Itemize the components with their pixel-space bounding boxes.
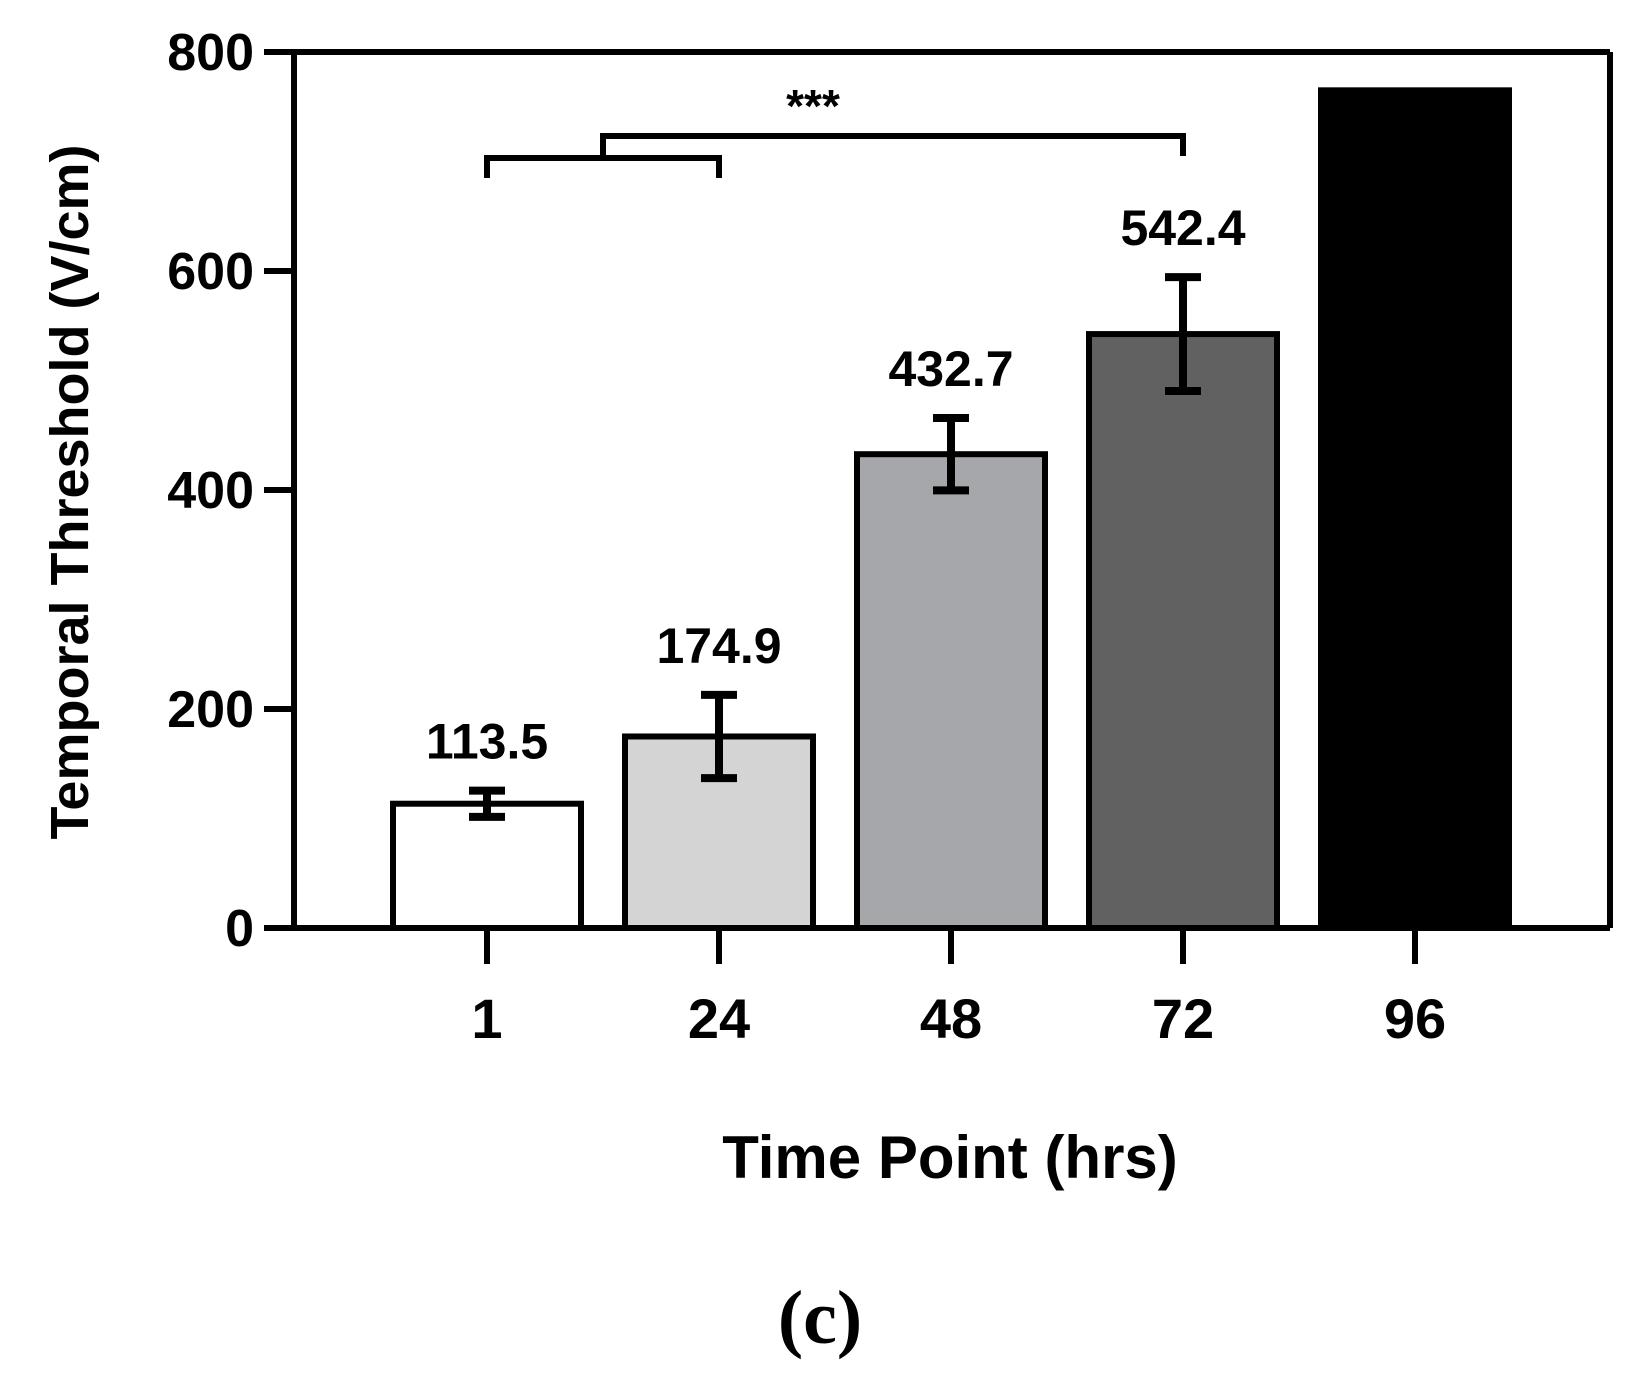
data-label-48: 432.7	[888, 341, 1013, 397]
bar-1	[390, 800, 584, 932]
bar-72	[1086, 331, 1280, 931]
y-tick-label-200: 200	[167, 681, 254, 739]
bar-48	[854, 451, 1048, 931]
significance-layer: ***	[484, 80, 1186, 178]
bar-chart-svg: 0 200 400 600 800 1 24 48 72 96 113.5 174.9 432.7 542…	[40, 24, 1613, 1191]
y-tick-label-800: 800	[167, 24, 254, 82]
bar-96	[1318, 87, 1512, 931]
y-tick-label-0: 0	[225, 900, 254, 958]
significance-label: ***	[786, 80, 840, 132]
x-tick-label-1: 1	[471, 987, 502, 1050]
x-axis-label: Time Point (hrs)	[722, 1124, 1178, 1191]
data-label-24: 174.9	[656, 618, 781, 674]
data-label-96: ∞	[1376, 131, 1454, 254]
axes-layer	[264, 49, 1613, 964]
x-tick-label-96: 96	[1384, 987, 1446, 1050]
significance-group-bracket	[484, 155, 722, 178]
labels-layer: 0 200 400 600 800 1 24 48 72 96 113.5 174.9 432.7 542…	[167, 24, 1454, 1050]
bars-layer	[390, 87, 1512, 932]
error-bars-layer	[469, 273, 1201, 821]
x-tick-label-24: 24	[688, 987, 750, 1050]
panel-label: (c)	[777, 1276, 863, 1360]
y-tick-label-400: 400	[167, 462, 254, 520]
data-label-1: 113.5	[426, 714, 548, 770]
x-tick-label-72: 72	[1152, 987, 1214, 1050]
data-label-72: 542.4	[1120, 200, 1245, 256]
significance-bracket	[600, 133, 1186, 158]
x-tick-label-48: 48	[920, 987, 982, 1050]
y-tick-label-600: 600	[167, 243, 254, 301]
y-axis-label: Temporal Threshold (V/cm)	[40, 144, 100, 839]
